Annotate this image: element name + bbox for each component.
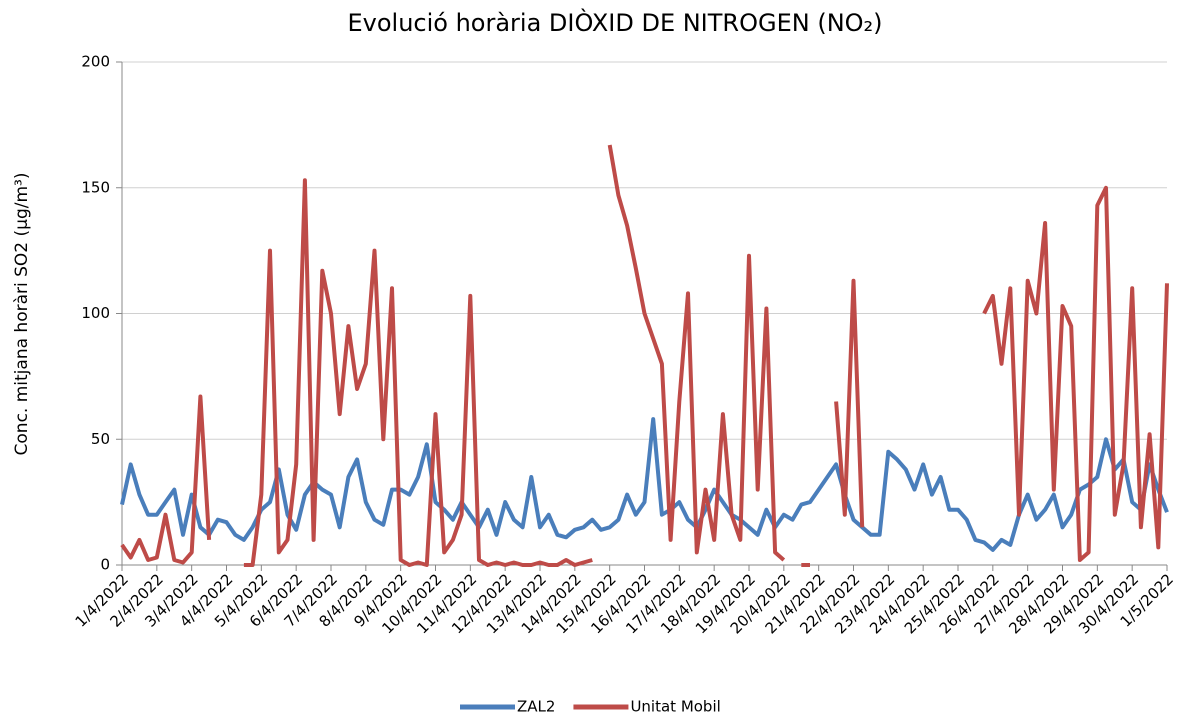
- y-tick-label: 100: [81, 304, 110, 322]
- legend-label: Unitat Mobil: [630, 698, 720, 716]
- line-series: [120, 417, 1169, 552]
- y-axis-label: Conc. mitjana horàri SO2 (µg/m³): [12, 173, 32, 456]
- y-tick-label: 50: [91, 430, 110, 448]
- line-series: [120, 144, 1169, 567]
- legend-label: ZAL2: [517, 698, 555, 716]
- chart-title: Evolució horària DIÒXID DE NITROGEN (NO₂…: [347, 7, 882, 37]
- y-tick-label: 200: [81, 53, 110, 71]
- y-tick-label: 150: [81, 178, 110, 196]
- y-tick-label: 0: [100, 556, 110, 574]
